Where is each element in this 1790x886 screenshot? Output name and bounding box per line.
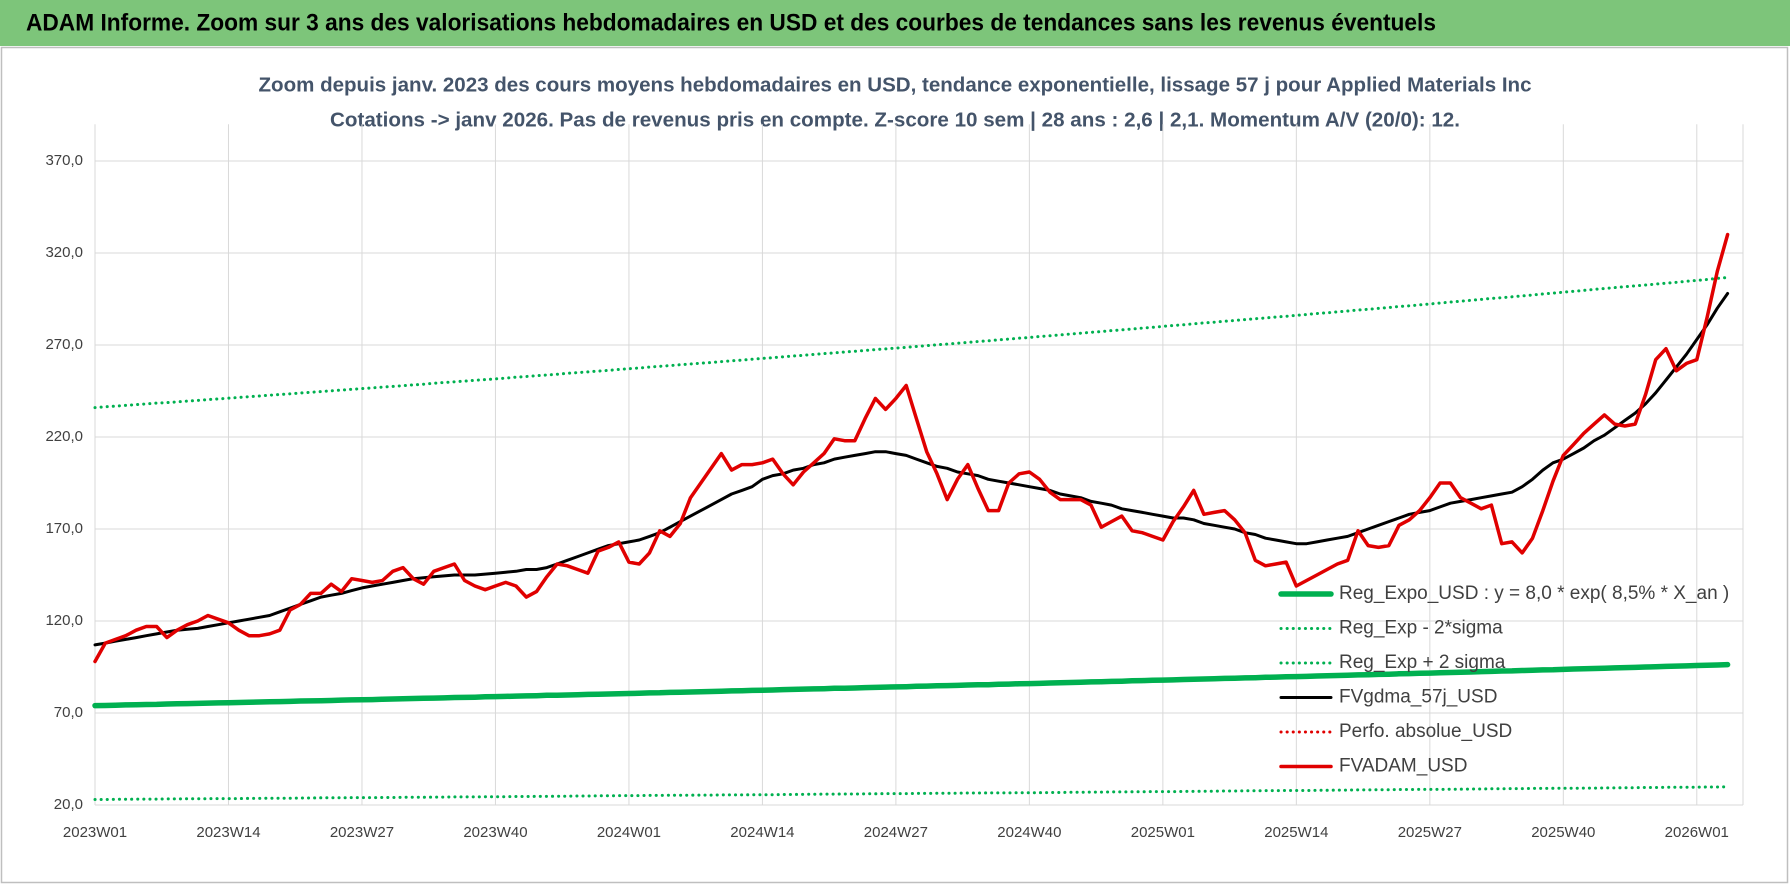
x-tick-label: 2024W14: [730, 824, 794, 841]
series-line: [93, 232, 1730, 664]
y-tick-label: 370,0: [45, 152, 83, 169]
series-line: [93, 292, 1730, 647]
chart-border: [0, 46, 1789, 884]
legend-label: Reg_Exp + 2 sigma: [1339, 652, 1506, 673]
x-tick-label: 2023W14: [196, 824, 260, 841]
legend-label: Reg_Expo_USD : y = 8,0 * exp( 8,5% * X_a…: [1339, 583, 1729, 604]
x-tick-label: 2023W01: [63, 824, 127, 841]
x-tick-label: 2025W14: [1264, 824, 1328, 841]
x-tick-label: 2025W01: [1131, 824, 1195, 841]
legend-label: FVgdma_57j_USD: [1339, 687, 1497, 708]
x-tick-label: 2024W40: [997, 824, 1061, 841]
y-tick-label: 120,0: [45, 612, 83, 629]
chart-title: Zoom depuis janv. 2023 des cours moyens …: [259, 74, 1532, 96]
y-tick-label: 220,0: [45, 428, 83, 445]
chart-subtitle: Cotations -> janv 2026. Pas de revenus p…: [330, 109, 1460, 131]
x-tick-label: 2024W27: [864, 824, 928, 841]
x-tick-label: 2026W01: [1665, 824, 1729, 841]
y-tick-label: 170,0: [45, 520, 83, 537]
y-tick-label: 20,0: [54, 796, 83, 813]
header-bar: [0, 0, 1790, 46]
legend-label: Perfo. absolue_USD: [1339, 721, 1512, 742]
legend-label: Reg_Exp - 2*sigma: [1339, 618, 1503, 639]
y-tick-label: 320,0: [45, 244, 83, 261]
legend-label: FVADAM_USD: [1339, 756, 1467, 777]
x-tick-label: 2023W27: [330, 824, 394, 841]
series-line: [93, 276, 1730, 410]
series-line: [92, 661, 1731, 709]
series-line: [93, 785, 1730, 801]
x-tick-label: 2023W40: [463, 824, 527, 841]
header-title: ADAM Informe. Zoom sur 3 ans des valoris…: [26, 9, 1436, 36]
y-tick-label: 70,0: [54, 704, 83, 721]
y-tick-label: 270,0: [45, 336, 83, 353]
x-tick-label: 2025W27: [1398, 824, 1462, 841]
x-tick-label: 2024W01: [597, 824, 661, 841]
x-tick-label: 2025W40: [1531, 824, 1595, 841]
